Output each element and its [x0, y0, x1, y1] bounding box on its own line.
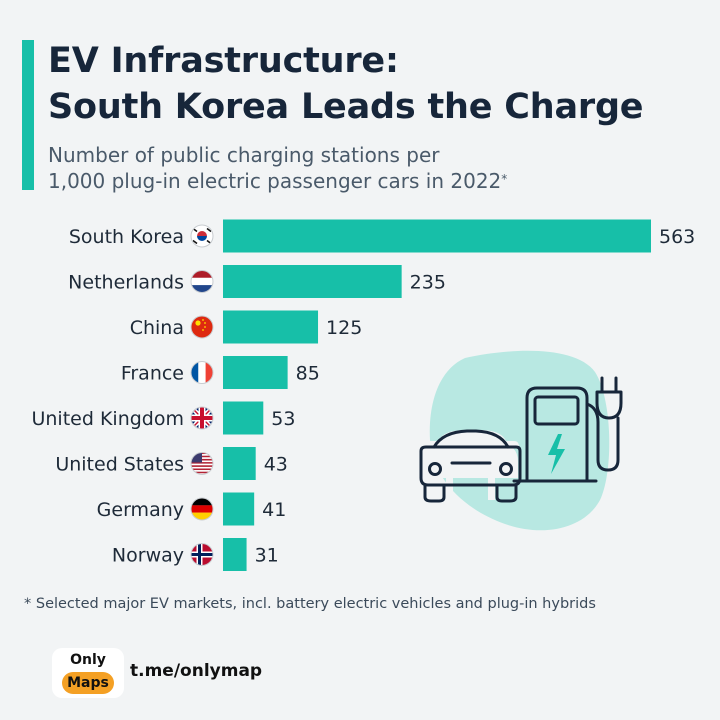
bar: [223, 219, 651, 253]
bar: [223, 310, 319, 344]
bar-row-2: China 125: [130, 310, 362, 344]
bar-row-7: Norway 31: [112, 538, 279, 571]
channel-link[interactable]: t.me/onlymap: [130, 661, 263, 681]
data-label: 85: [296, 363, 320, 385]
chart-subtitle-line-1: Number of public charging stations per: [48, 143, 440, 167]
netherlands-flag-icon: [190, 270, 214, 293]
car-icon: [419, 429, 522, 503]
france-flag-icon: [190, 361, 214, 384]
category-label: United States: [55, 454, 184, 476]
lightning-bolt-icon: [548, 434, 565, 474]
data-label: 563: [659, 226, 695, 248]
chart-subtitle: Number of public charging stations per 1…: [48, 142, 507, 194]
data-label: 235: [410, 272, 446, 294]
category-label: Netherlands: [68, 272, 184, 294]
data-label: 43: [264, 454, 288, 476]
category-label: China: [130, 317, 184, 339]
bar: [223, 538, 247, 571]
chart-subtitle-line-2-text: 1,000 plug-in electric passenger cars in…: [48, 169, 502, 193]
category-label: Germany: [97, 499, 184, 521]
accent-bar: [22, 40, 34, 190]
data-label: 41: [262, 499, 286, 521]
data-label: 125: [326, 317, 362, 339]
category-label: South Korea: [69, 226, 184, 248]
chart-title-line-2: South Korea Leads the Charge: [48, 87, 644, 127]
chart-title: EV Infrastructure: South Korea Leads the…: [48, 38, 644, 130]
bar: [223, 492, 255, 526]
chart-subtitle-line-2: 1,000 plug-in electric passenger cars in…: [48, 168, 507, 194]
bar-row-0: South Korea 563: [69, 219, 695, 253]
united-kingdom-flag-icon: [190, 406, 214, 430]
bar-row-5: United States 43: [55, 447, 288, 480]
germany-flag-icon: [190, 497, 214, 521]
bar-row-4: United Kingdom 53: [31, 401, 295, 435]
bar-row-3: France 85: [121, 356, 320, 389]
bar-row-6: Germany 41: [97, 492, 286, 526]
norway-flag-icon: [190, 543, 214, 566]
data-label: 53: [271, 408, 295, 430]
south-korea-flag-icon: [190, 224, 214, 248]
charging-station-icon: [512, 386, 620, 483]
logo-text-bottom: Maps: [62, 672, 114, 694]
ev-charging-illustration: [419, 350, 623, 531]
bar: [223, 265, 402, 298]
plug-icon: [595, 376, 623, 420]
onlymaps-logo: Only Maps: [52, 648, 124, 698]
data-label: 31: [255, 545, 279, 567]
china-flag-icon: [190, 315, 214, 339]
bars: South Korea 563 Netherlands 235 China 125 Fran…: [31, 219, 695, 571]
bar: [223, 447, 256, 480]
chart-title-line-1: EV Infrastructure:: [48, 41, 399, 81]
logo-text-top: Only: [70, 652, 106, 668]
bar-chart: South Korea 563 Netherlands 235 China 125 Fran…: [31, 219, 695, 571]
bar-row-1: Netherlands 235: [68, 265, 446, 298]
category-label: Norway: [112, 545, 184, 567]
footnote: * Selected major EV markets, incl. batte…: [24, 596, 596, 612]
bar: [223, 401, 264, 435]
bar: [223, 356, 288, 389]
category-label: United Kingdom: [31, 408, 184, 430]
footnote-marker: *: [501, 172, 508, 186]
united-states-flag-icon: [190, 452, 214, 475]
category-label: France: [121, 363, 184, 385]
